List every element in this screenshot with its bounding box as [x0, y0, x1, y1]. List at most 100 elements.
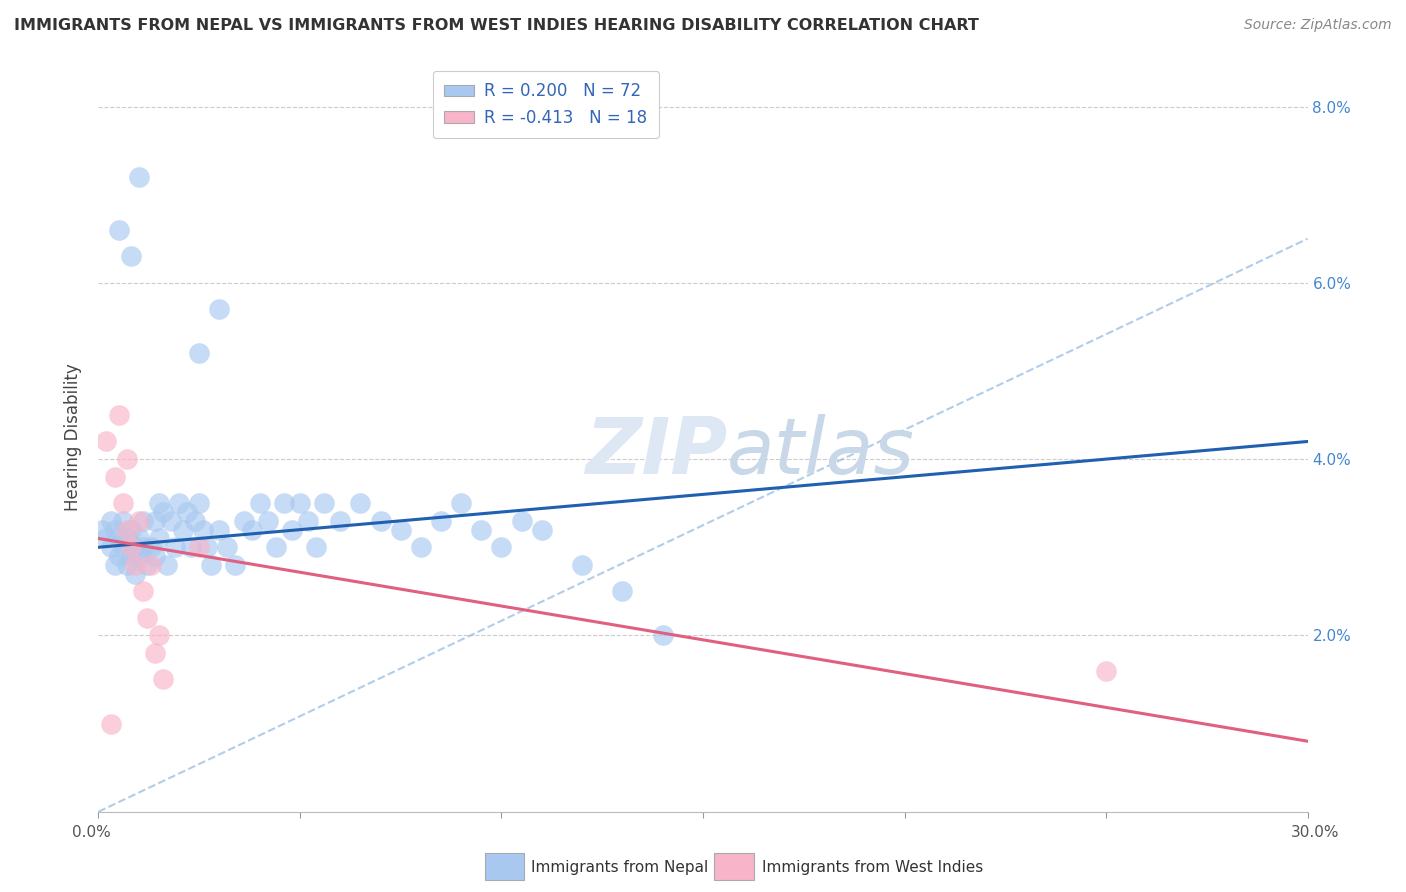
Point — [224, 558, 246, 572]
Point — [152, 673, 174, 687]
Point — [103, 469, 125, 483]
Point — [124, 558, 146, 572]
Point — [349, 496, 371, 510]
Point — [139, 558, 162, 572]
Point — [329, 514, 352, 528]
Point — [450, 496, 472, 510]
Point — [148, 532, 170, 546]
Point — [148, 628, 170, 642]
Point — [132, 541, 155, 555]
Point — [107, 549, 129, 563]
Point — [176, 505, 198, 519]
Point — [100, 541, 122, 555]
Text: Immigrants from West Indies: Immigrants from West Indies — [762, 860, 983, 874]
Text: Immigrants from Nepal: Immigrants from Nepal — [531, 860, 709, 874]
Point — [491, 541, 513, 555]
Point — [530, 523, 553, 537]
Point — [152, 505, 174, 519]
Point — [124, 541, 146, 555]
Point — [115, 523, 138, 537]
Point — [115, 452, 138, 467]
Point — [143, 514, 166, 528]
Point — [430, 514, 453, 528]
Text: ZIP: ZIP — [585, 414, 727, 490]
Point — [128, 169, 150, 184]
Point — [128, 514, 150, 528]
Point — [188, 346, 211, 360]
Text: 30.0%: 30.0% — [1291, 825, 1339, 839]
Point — [135, 611, 157, 625]
Point — [100, 716, 122, 731]
Point — [107, 408, 129, 422]
Point — [143, 646, 166, 660]
Point — [120, 523, 142, 537]
Point — [167, 496, 190, 510]
Point — [120, 549, 142, 563]
Point — [128, 549, 150, 563]
Point — [132, 584, 155, 599]
Point — [111, 514, 134, 528]
Point — [163, 541, 186, 555]
Point — [184, 514, 207, 528]
Point — [128, 532, 150, 546]
Point — [172, 523, 194, 537]
Point — [148, 496, 170, 510]
Point — [120, 541, 142, 555]
Point — [281, 523, 304, 537]
Point — [470, 523, 492, 537]
Point — [111, 496, 134, 510]
Point — [120, 249, 142, 263]
Point — [273, 496, 295, 510]
Point — [91, 523, 114, 537]
Point — [124, 566, 146, 581]
Point — [143, 549, 166, 563]
Point — [232, 514, 254, 528]
Point — [115, 532, 138, 546]
Point — [132, 514, 155, 528]
Point — [571, 558, 593, 572]
Point — [100, 514, 122, 528]
Point — [510, 514, 533, 528]
Point — [200, 558, 222, 572]
Point — [240, 523, 263, 537]
Point — [217, 541, 239, 555]
Text: atlas: atlas — [727, 414, 915, 490]
Point — [208, 302, 231, 317]
Point — [160, 514, 183, 528]
Y-axis label: Hearing Disability: Hearing Disability — [65, 363, 83, 511]
Point — [103, 558, 125, 572]
Point — [135, 558, 157, 572]
Text: Source: ZipAtlas.com: Source: ZipAtlas.com — [1244, 18, 1392, 32]
Point — [249, 496, 271, 510]
Point — [195, 541, 218, 555]
Point — [115, 558, 138, 572]
Point — [107, 532, 129, 546]
Point — [389, 523, 412, 537]
Point — [103, 523, 125, 537]
Point — [305, 541, 328, 555]
Point — [107, 223, 129, 237]
Point — [370, 514, 392, 528]
Point — [111, 541, 134, 555]
Point — [264, 541, 287, 555]
Point — [208, 523, 231, 537]
Point — [409, 541, 432, 555]
Point — [314, 496, 336, 510]
Point — [288, 496, 311, 510]
Point — [96, 532, 118, 546]
Text: 0.0%: 0.0% — [72, 825, 111, 839]
Point — [96, 434, 118, 449]
Text: IMMIGRANTS FROM NEPAL VS IMMIGRANTS FROM WEST INDIES HEARING DISABILITY CORRELAT: IMMIGRANTS FROM NEPAL VS IMMIGRANTS FROM… — [14, 18, 979, 33]
Point — [156, 558, 179, 572]
Point — [1095, 664, 1118, 678]
Legend: R = 0.200   N = 72, R = -0.413   N = 18: R = 0.200 N = 72, R = -0.413 N = 18 — [433, 70, 659, 138]
Point — [612, 584, 634, 599]
Point — [188, 496, 211, 510]
Point — [188, 541, 211, 555]
Point — [180, 541, 202, 555]
Point — [651, 628, 673, 642]
Point — [193, 523, 215, 537]
Point — [139, 541, 162, 555]
Point — [256, 514, 278, 528]
Point — [297, 514, 319, 528]
